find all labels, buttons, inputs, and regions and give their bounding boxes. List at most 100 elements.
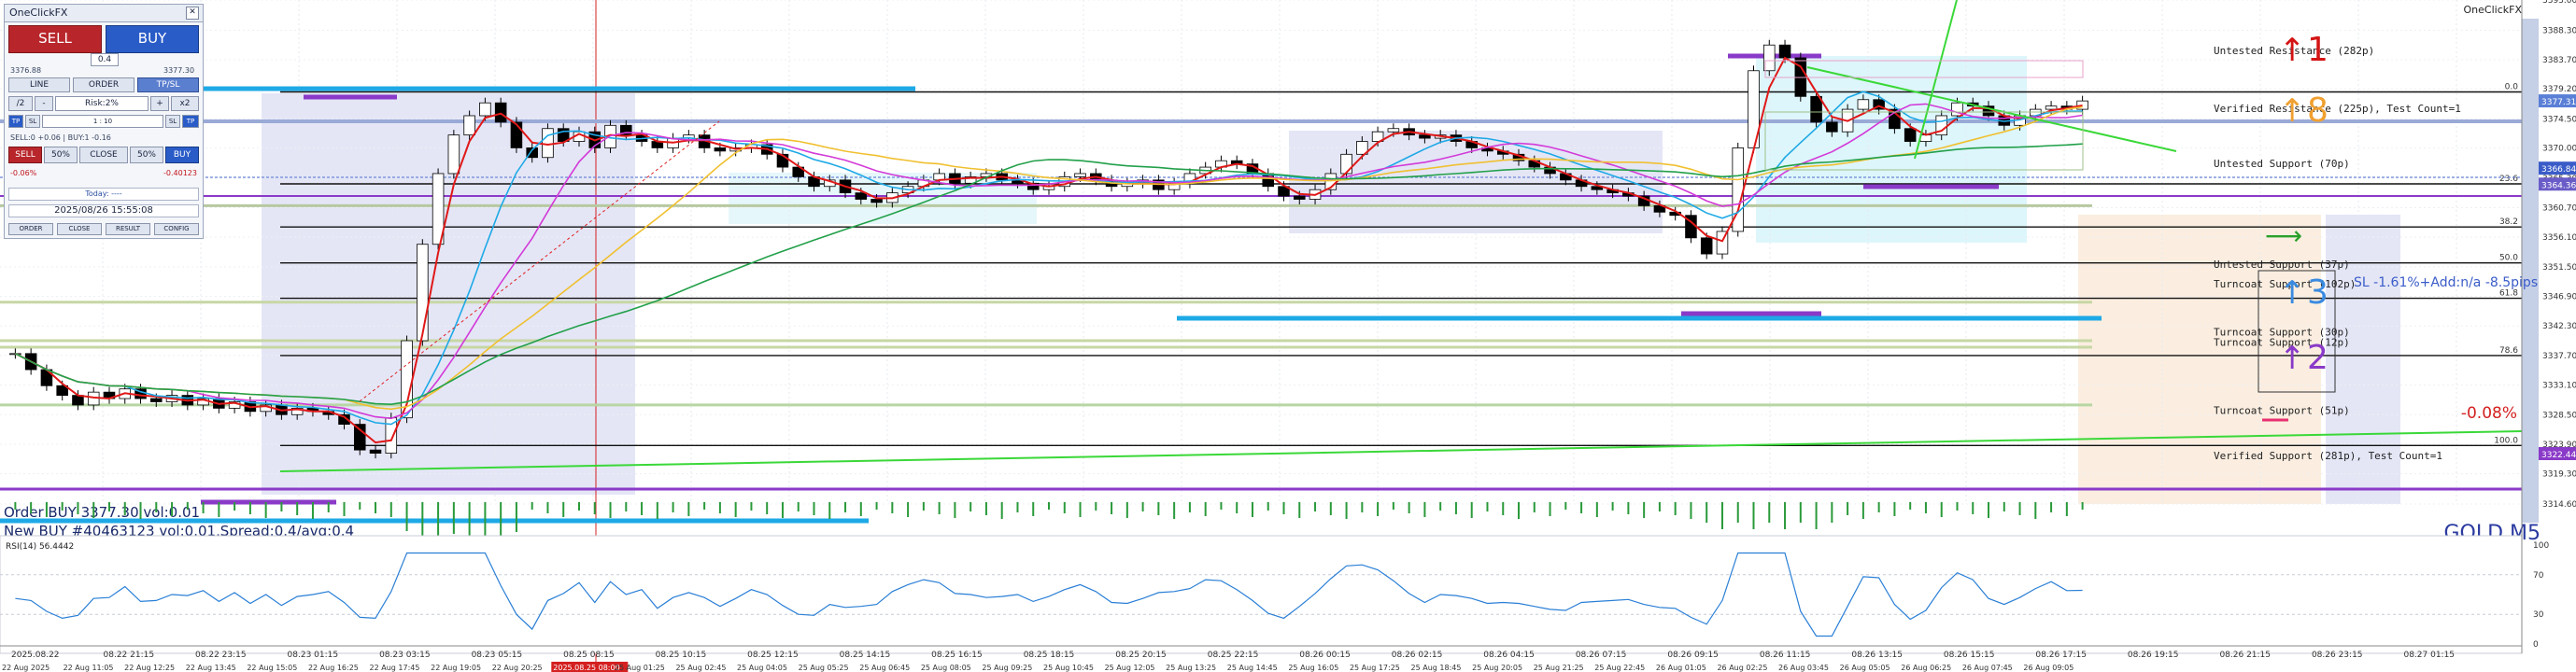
time-tick-top: 08.26 21:15: [2219, 651, 2271, 660]
double-button[interactable]: x2: [171, 96, 199, 111]
sell-button[interactable]: SELL: [8, 25, 102, 53]
candle-body: [776, 153, 789, 168]
sell-close-button[interactable]: SELL: [8, 147, 42, 163]
order-tab[interactable]: ORDER: [8, 223, 53, 235]
candle-body: [542, 128, 554, 159]
buy-half-button[interactable]: 50%: [130, 147, 163, 163]
moving-average-0: [14, 56, 2083, 444]
candle-body: [1591, 186, 1604, 190]
rsi-tick: 100: [2533, 541, 2549, 551]
time-tick-bottom: 22 Aug 17:45: [370, 664, 420, 672]
fib-label: 50.0: [2499, 254, 2518, 263]
candle-body: [526, 147, 538, 159]
price-tick: 3360.70: [2542, 203, 2576, 213]
config-tab[interactable]: CONFIG: [154, 223, 199, 235]
time-tick-bottom: 25 Aug 09:25: [982, 664, 1032, 672]
signal-number: 2: [2307, 339, 2328, 377]
signal-number: 1: [2307, 31, 2328, 69]
price-tick: 3319.30: [2542, 470, 2576, 480]
sl-right-button[interactable]: SL: [165, 115, 180, 128]
candle-body: [1904, 128, 1917, 142]
risk-field[interactable]: Risk:2%: [55, 96, 149, 111]
candle-body: [1356, 141, 1368, 155]
time-tick-top: 08.25 08:15: [563, 651, 615, 660]
close-tab[interactable]: CLOSE: [57, 223, 102, 235]
candle-body: [1387, 128, 1400, 133]
fib-label: 78.6: [2499, 346, 2518, 356]
time-tick-bottom: 22 Aug 2025: [2, 664, 50, 672]
price-badge: [2539, 161, 2576, 175]
price-tick: 3328.50: [2542, 411, 2576, 420]
price-tick: 3356.10: [2542, 233, 2576, 243]
tp-sl-ratio-field[interactable]: 1 : 10: [42, 115, 163, 128]
volume-input[interactable]: 0.4: [91, 53, 119, 66]
time-tick-top: 08.25 20:15: [1115, 651, 1167, 660]
candle-body: [1294, 195, 1306, 200]
time-tick-bottom: 22 Aug 13:45: [186, 664, 236, 672]
sell-half-button[interactable]: 50%: [44, 147, 78, 163]
buy-button[interactable]: BUY: [106, 25, 199, 53]
level-lines-layer: 0.0 23.6 38.2 50.0 61.8 78.6 100.0: [0, 53, 2522, 524]
uptrend-line: [279, 430, 2523, 472]
rsi-tick: 30: [2533, 610, 2544, 620]
close-all-button[interactable]: CLOSE: [79, 147, 128, 163]
candle-body: [1026, 182, 1040, 190]
time-tick-top: 08.26 00:15: [1299, 651, 1351, 660]
rsi-label: RSI(14) 56.4442: [6, 542, 74, 552]
candle-body: [557, 128, 570, 142]
time-tick-bottom: 22 Aug 11:05: [64, 664, 114, 672]
minus-button[interactable]: -: [35, 96, 53, 111]
price-tick: 3379.20: [2542, 85, 2576, 94]
time-tick-top: 08.25 18:15: [1024, 651, 1075, 660]
time-tick-top: 2025.08.22: [11, 651, 60, 660]
tp-right-button[interactable]: TP: [182, 115, 199, 128]
close-icon[interactable]: ✕: [186, 7, 199, 20]
moving-average-1: [15, 91, 2083, 426]
arrow-right-icon: ⟶: [2265, 220, 2302, 251]
top-right-label: OneClickFX: [2464, 4, 2523, 16]
candle-body: [1340, 153, 1352, 175]
sl-button[interactable]: SL: [25, 115, 40, 128]
tab-order[interactable]: ORDER: [73, 77, 134, 92]
candle-body: [1778, 44, 1791, 59]
price-tick: 3370.00: [2542, 144, 2576, 153]
bid-label: 3376.88: [10, 66, 42, 75]
time-tick-bottom: 25 Aug 01:25: [615, 664, 665, 672]
current-time-badge: [551, 662, 629, 672]
order-line-1: Order BUY 3377.30 vol:0.01: [4, 504, 200, 521]
zone-label-1: Verified Resistance (225p), Test Count=1: [2214, 103, 2461, 115]
time-tick-top: 08.25 10:15: [656, 651, 707, 660]
rsi-line: [15, 552, 2083, 637]
result-tab[interactable]: RESULT: [106, 223, 150, 235]
zone-label-3: Untested Support (37p): [2214, 259, 2350, 271]
rsi-layer: RSI(14) 56.4442 100 70 30 0: [0, 535, 2549, 654]
price-badge: [2539, 447, 2576, 460]
candle-body: [150, 398, 163, 402]
candle-body: [714, 147, 727, 152]
time-tick-bottom: 25 Aug 22:45: [1594, 664, 1645, 672]
price-tick: 3374.50: [2542, 115, 2576, 124]
tab-tpsl[interactable]: TP/SL: [137, 77, 199, 92]
plus-button[interactable]: +: [150, 96, 169, 111]
time-tick-bottom: 25 Aug 08:05: [921, 664, 971, 672]
today-field[interactable]: Today: ----: [8, 188, 199, 201]
pct-text: -0.08%: [2461, 404, 2517, 423]
time-tick-bottom: 22 Aug 20:25: [492, 664, 543, 672]
time-tick-bottom: 25 Aug 14:45: [1227, 664, 1278, 672]
time-tick-bottom: 25 Aug 17:25: [1350, 664, 1400, 672]
candle-body: [463, 115, 475, 136]
candle-body: [1700, 237, 1713, 255]
time-tick-bottom: 25 Aug 13:25: [1166, 664, 1216, 672]
buy-close-button[interactable]: BUY: [165, 147, 199, 163]
time-tick-top: 08.26 09:15: [1667, 651, 1719, 660]
price-badge-text: 3322.44: [2541, 451, 2576, 460]
zone-label-5: Turncoat Support (30p): [2214, 327, 2350, 339]
tab-line[interactable]: LINE: [8, 77, 70, 92]
tp-button[interactable]: TP: [8, 115, 23, 128]
divide-button[interactable]: /2: [8, 96, 33, 111]
time-tick-bottom: 25 Aug 21:25: [1534, 664, 1584, 672]
rsi-panel: [0, 535, 2523, 654]
candle-body: [620, 124, 632, 136]
